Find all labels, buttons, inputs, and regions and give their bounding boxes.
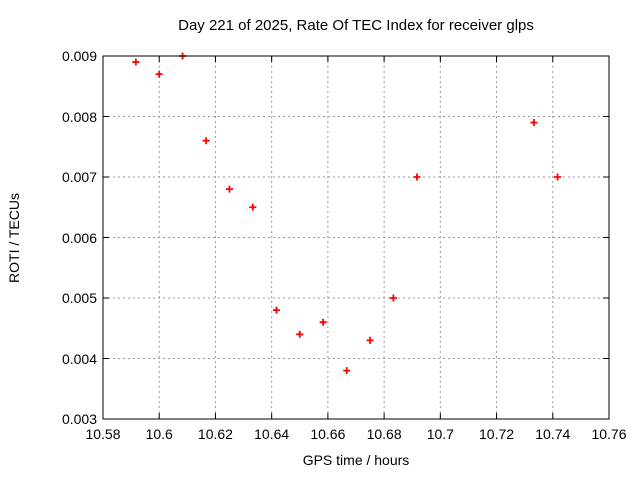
data-point-marker xyxy=(413,173,421,181)
data-point-marker xyxy=(530,119,538,127)
data-point-marker xyxy=(296,330,304,338)
data-point-marker xyxy=(226,185,233,193)
y-tick-label: 0.004 xyxy=(61,350,97,367)
x-tick-label: 10.7 xyxy=(426,426,454,442)
x-tick-label: 10.74 xyxy=(535,426,571,442)
x-tick-label: 10.66 xyxy=(310,426,346,442)
data-point-marker xyxy=(343,367,351,375)
data-point-marker xyxy=(554,173,562,181)
y-tick-label: 0.005 xyxy=(61,290,97,306)
y-tick-label: 0.007 xyxy=(61,169,97,185)
x-tick-label: 10.72 xyxy=(479,426,515,442)
x-tick-label: 10.62 xyxy=(197,426,233,442)
data-point-marker xyxy=(319,318,327,326)
x-tick-label: 10.76 xyxy=(591,426,627,442)
x-tick-label: 10.68 xyxy=(366,426,402,442)
x-tick-label: 10.6 xyxy=(145,426,173,442)
y-tick-label: 0.006 xyxy=(61,229,97,246)
x-axis-label: GPS time / hours xyxy=(302,452,410,468)
x-tick-label: 10.64 xyxy=(254,426,290,442)
data-point-marker xyxy=(132,58,140,66)
y-tick-label: 0.003 xyxy=(61,411,97,427)
plot-border xyxy=(102,55,610,420)
x-tick-label: 10.58 xyxy=(85,426,121,442)
data-point-marker xyxy=(202,137,210,145)
data-point-marker xyxy=(155,70,163,78)
data-point-marker xyxy=(272,306,280,314)
y-tick-label: 0.009 xyxy=(61,48,97,64)
data-point-marker xyxy=(389,294,397,302)
chart-title: Day 221 of 2025, Rate Of TEC Index for r… xyxy=(178,17,534,34)
data-point-marker xyxy=(366,336,374,344)
y-tick-label: 0.008 xyxy=(61,108,97,125)
data-point-marker xyxy=(249,203,257,211)
